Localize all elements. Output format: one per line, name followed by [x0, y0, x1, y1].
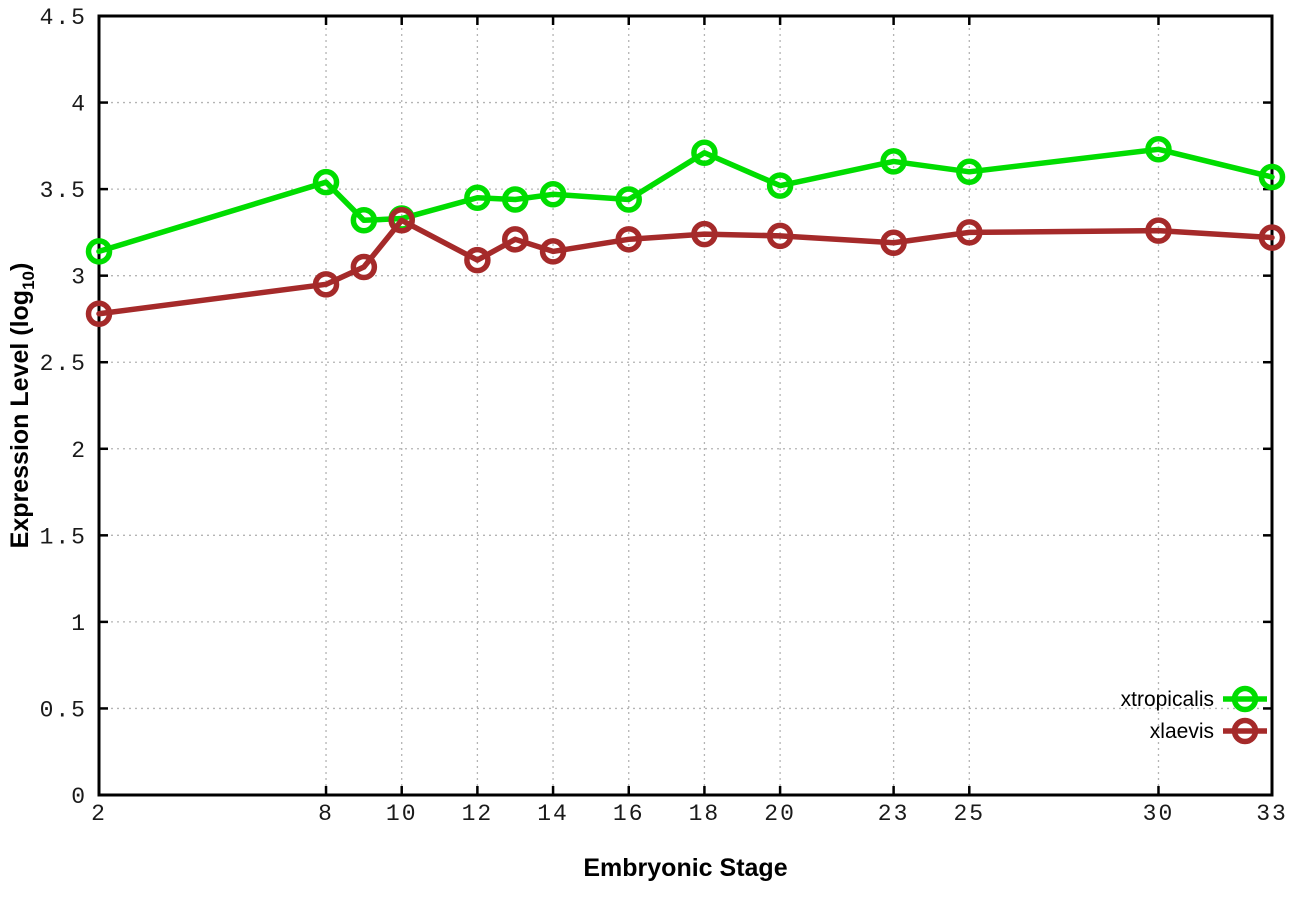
- data-point-xlaevis: [956, 219, 983, 246]
- y-tick-label: 4.5: [40, 5, 87, 31]
- legend-label-xlaevis: xlaevis: [1150, 720, 1214, 743]
- series-xtropicalis: [85, 136, 1286, 265]
- data-point-xlaevis: [464, 246, 491, 274]
- y-tick-label: 2.5: [40, 351, 87, 377]
- data-point-xlaevis: [766, 222, 794, 250]
- series-xlaevis: [85, 207, 1286, 328]
- data-point-xlaevis: [312, 271, 340, 298]
- data-point-xtropicalis: [501, 186, 529, 213]
- data-point-xtropicalis: [312, 168, 340, 196]
- data-point-xlaevis: [1258, 224, 1286, 251]
- x-tick-label: 33: [1256, 801, 1288, 827]
- data-point-xtropicalis: [350, 207, 378, 234]
- data-point-xtropicalis: [85, 238, 113, 265]
- legend-label-xtropicalis: xtropicalis: [1121, 688, 1214, 711]
- tick-labels: 2 8 10 12 14 16 18 20 23 25 30 33 0 0.5 1 1.5 2 2.5 3 3.5 4 4…: [40, 5, 1288, 827]
- data-point-xtropicalis: [766, 172, 794, 199]
- data-point-xtropicalis: [691, 139, 718, 167]
- y-tick-label: 4: [71, 92, 87, 118]
- data-point-xtropicalis: [615, 186, 642, 213]
- x-tick-label: 18: [689, 801, 721, 827]
- data-series: [85, 136, 1286, 328]
- x-tick-label: 10: [386, 801, 418, 827]
- y-tick-label: 3: [71, 265, 87, 291]
- plot-border: [97, 14, 1274, 797]
- legend-marker-sample: [1231, 717, 1259, 745]
- x-axis-title: Embryonic Stage: [583, 854, 787, 882]
- data-point-xtropicalis: [880, 148, 907, 175]
- x-tick-label: 16: [613, 801, 645, 827]
- legend: xtropicalis xlaevis: [1121, 685, 1267, 745]
- data-point-xlaevis: [691, 220, 718, 248]
- data-point-xtropicalis: [956, 158, 983, 186]
- legend-marker-sample: [1231, 685, 1259, 713]
- x-tick-label: 25: [953, 801, 985, 827]
- legend-entry-xlaevis: xlaevis: [1150, 717, 1267, 745]
- y-tick-label: 0.5: [40, 697, 87, 723]
- legend-entry-xtropicalis: xtropicalis: [1121, 685, 1267, 713]
- x-tick-label: 20: [764, 801, 796, 827]
- x-tick-label: 8: [318, 801, 334, 827]
- y-tick-label: 3.5: [40, 178, 87, 204]
- data-point-xtropicalis: [464, 184, 491, 212]
- y-axis-title: Expression Level (log10): [6, 263, 38, 549]
- data-point-xlaevis: [85, 300, 113, 328]
- data-point-xlaevis: [501, 226, 529, 253]
- gridlines: [98, 15, 1273, 796]
- data-point-xtropicalis: [1145, 136, 1172, 163]
- y-tick-label: 1.5: [40, 524, 87, 550]
- x-tick-label: 30: [1143, 801, 1175, 827]
- y-axis-title-subscript: 10: [19, 271, 38, 290]
- data-point-xlaevis: [1145, 217, 1172, 244]
- y-tick-label: 1: [71, 611, 87, 637]
- data-point-xlaevis: [880, 229, 907, 257]
- data-point-xlaevis: [350, 253, 378, 281]
- tick-marks: [97, 14, 1274, 797]
- x-tick-label: 2: [91, 801, 107, 827]
- y-tick-label: 2: [71, 438, 87, 464]
- y-tick-label: 0: [71, 784, 87, 810]
- data-point-xtropicalis: [1258, 163, 1286, 191]
- data-point-xlaevis: [539, 238, 567, 265]
- x-tick-label: 12: [462, 801, 494, 827]
- x-tick-label: 14: [537, 801, 569, 827]
- data-point-xtropicalis: [539, 181, 567, 208]
- x-tick-label: 23: [878, 801, 910, 827]
- data-point-xlaevis: [388, 207, 415, 234]
- data-point-xlaevis: [615, 226, 642, 253]
- series-line-xlaevis: [96, 217, 1275, 317]
